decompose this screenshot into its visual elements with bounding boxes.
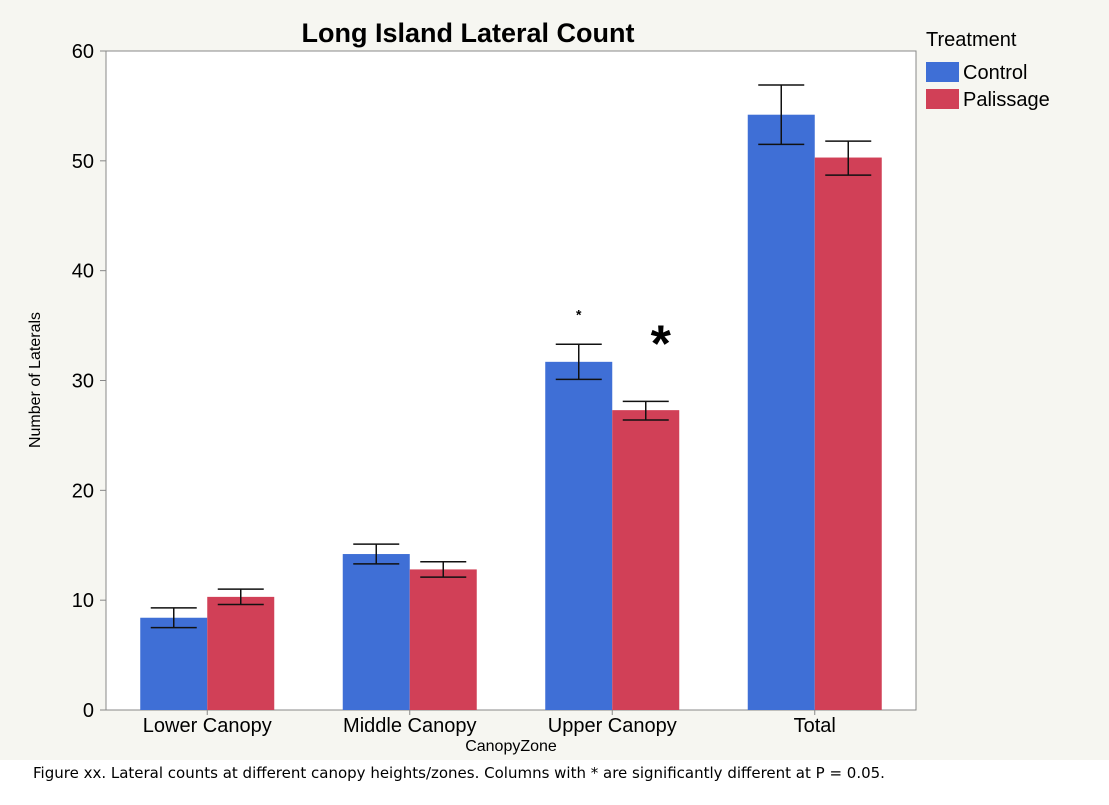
bar-control xyxy=(545,361,613,710)
y-tick-label: 50 xyxy=(72,151,94,173)
bars xyxy=(140,114,882,711)
x-axis-ticks: Lower Canopy Middle Canopy Upper Canopy Tot… xyxy=(143,710,836,737)
bar-control xyxy=(140,617,208,710)
y-axis-label: Number of Laterals xyxy=(27,312,44,448)
x-axis-label: CanopyZone xyxy=(465,738,557,755)
y-tick-label: 20 xyxy=(72,480,94,502)
bar-chart: Long Island Lateral Count Number of Late… xyxy=(0,0,1109,760)
legend-swatch-palissage xyxy=(926,89,959,109)
y-tick-label: 0 xyxy=(83,700,94,722)
x-tick-label: Total xyxy=(794,715,836,737)
x-tick-label: Lower Canopy xyxy=(143,715,272,737)
y-axis-ticks: 0 10 20 30 40 50 60 xyxy=(72,41,106,722)
bar-palissage xyxy=(814,157,882,710)
significance-marker: * xyxy=(576,306,582,322)
bar-palissage xyxy=(612,410,680,710)
significance-marker: * xyxy=(651,315,672,373)
bar-control xyxy=(747,114,815,711)
figure-caption: Figure xx. Lateral counts at different c… xyxy=(33,764,885,782)
error-bars xyxy=(150,84,872,629)
x-tick-label: Upper Canopy xyxy=(548,715,677,737)
legend-title: Treatment xyxy=(926,29,1017,51)
legend-label-control: Control xyxy=(963,62,1027,84)
annotations: ** xyxy=(576,306,672,373)
legend-swatch-control xyxy=(926,62,959,82)
y-tick-label: 40 xyxy=(72,261,94,283)
legend: Treatment Control Palissage xyxy=(926,29,1050,111)
chart-title: Long Island Lateral Count xyxy=(301,18,634,48)
bar-palissage xyxy=(409,569,477,710)
y-tick-label: 60 xyxy=(72,41,94,63)
legend-items: Control Palissage xyxy=(926,62,1050,111)
y-tick-label: 30 xyxy=(72,371,94,393)
legend-label-palissage: Palissage xyxy=(963,89,1050,111)
bar-control xyxy=(342,554,410,710)
x-tick-label: Middle Canopy xyxy=(343,715,476,737)
bar-palissage xyxy=(207,596,275,710)
y-tick-label: 10 xyxy=(72,590,94,612)
